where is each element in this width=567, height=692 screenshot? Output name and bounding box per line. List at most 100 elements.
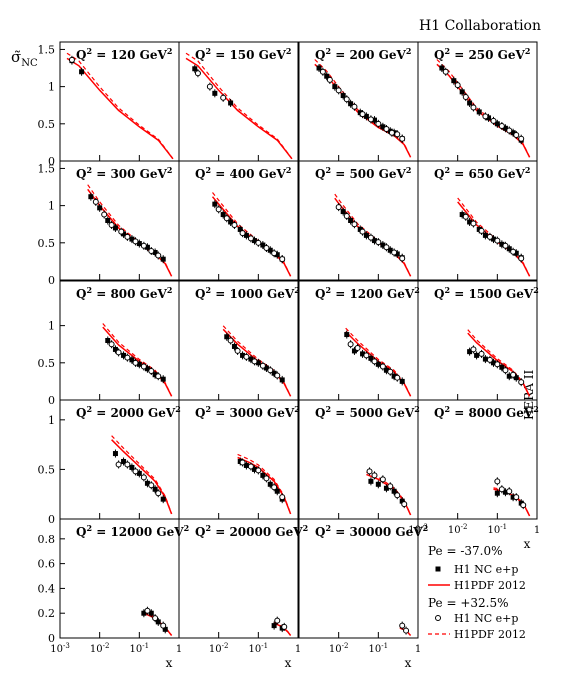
data-point-neg — [371, 117, 377, 123]
data-point-neg — [112, 346, 118, 352]
data-point-pos — [343, 213, 350, 220]
data-point-pos — [379, 476, 386, 483]
x-tick-label: 1 — [176, 644, 182, 655]
data-point-pos — [478, 227, 485, 234]
fit-curve-dashed — [87, 184, 173, 277]
data-point-pos — [148, 482, 155, 489]
data-point-neg — [121, 231, 127, 237]
data-point-neg — [375, 481, 381, 487]
data-point-neg — [513, 375, 519, 381]
data-point-neg — [155, 619, 161, 625]
data-point-neg — [348, 218, 354, 223]
legend-title-pos: Pe = +32.5% — [428, 596, 509, 610]
data-point-neg — [192, 66, 198, 72]
data-point-pos — [399, 135, 406, 142]
panel-frame — [178, 518, 299, 639]
data-point-neg — [467, 219, 473, 225]
data-point-pos — [486, 356, 493, 363]
panel-label: Q2 = 650 GeV2 — [434, 165, 530, 181]
data-point-neg — [482, 356, 488, 362]
panel-label: Q2 = 12000 GeV2 — [76, 523, 189, 539]
data-point-pos — [347, 341, 354, 348]
panel-label: Q2 = 20000 GeV2 — [195, 523, 308, 539]
data-point-pos — [115, 349, 122, 356]
data-point-neg — [332, 84, 338, 90]
data-point-neg — [371, 238, 377, 244]
data-point-neg — [105, 218, 111, 223]
data-point-pos — [387, 483, 394, 490]
data-point-pos — [482, 113, 489, 120]
data-point-pos — [359, 111, 366, 118]
x-tick-label: 10-1 — [488, 523, 508, 536]
data-point-pos — [155, 490, 162, 497]
data-point-neg — [363, 113, 369, 119]
data-point-neg — [212, 90, 218, 96]
panel-label: Q2 = 200 GeV2 — [315, 46, 411, 62]
data-point-pos — [274, 617, 281, 624]
data-point-neg — [490, 236, 496, 242]
data-point-pos — [281, 623, 288, 630]
data-point-neg — [340, 93, 346, 99]
data-point-neg — [474, 352, 480, 358]
fit-curve-dashed — [366, 471, 412, 516]
data-point-neg — [486, 115, 492, 121]
collaboration-label: H1 Collaboration — [419, 18, 541, 34]
data-point-pos — [359, 228, 366, 235]
data-point-pos — [247, 235, 254, 242]
data-point-neg — [160, 256, 166, 262]
data-point-pos — [271, 484, 278, 491]
data-point-neg — [112, 225, 118, 231]
fit-curve-dashed — [334, 193, 412, 277]
data-point-pos — [351, 103, 358, 110]
data-point-pos — [152, 615, 159, 622]
y-tick-label: 1.5 — [38, 162, 56, 175]
panel-label: Q2 = 2000 GeV2 — [76, 404, 181, 420]
data-point-pos — [470, 346, 477, 353]
fit-curve-dashed — [467, 329, 531, 397]
fit-curve-dashed — [185, 52, 293, 160]
data-point-neg — [344, 332, 350, 338]
data-point-pos — [371, 472, 378, 479]
data-point-pos — [140, 242, 147, 249]
data-point-pos — [124, 233, 131, 240]
y-axis-symbol: σ̃ — [11, 48, 22, 66]
data-point-neg — [136, 361, 142, 367]
panel-label: Q2 = 1200 GeV2 — [315, 285, 420, 301]
data-point-neg — [459, 89, 465, 95]
x-tick-label: 10-1 — [249, 642, 269, 655]
data-point-neg — [228, 100, 234, 106]
data-point-pos — [124, 354, 131, 361]
data-point-pos — [513, 494, 520, 501]
data-point-neg — [510, 130, 516, 136]
data-point-neg — [248, 356, 254, 362]
data-point-neg — [482, 232, 488, 238]
data-point-pos — [108, 221, 115, 228]
y-tick-label: 0 — [48, 513, 55, 526]
data-point-pos — [206, 83, 213, 90]
data-point-pos — [231, 221, 238, 228]
panel-label: Q2 = 1500 GeV2 — [434, 285, 539, 301]
panel-label: Q2 = 500 GeV2 — [315, 165, 411, 181]
data-point-pos — [155, 252, 162, 259]
panel-label: Q2 = 800 GeV2 — [76, 285, 172, 301]
panel-frame — [417, 399, 538, 520]
y-axis-subscript: NC — [21, 58, 38, 69]
panel-label: Q2 = 120 GeV2 — [76, 46, 172, 62]
data-point-neg — [267, 247, 273, 253]
panel-label: Q2 = 400 GeV2 — [195, 165, 291, 181]
legend-fit-neg: H1PDF 2012 — [454, 579, 526, 592]
y-tick-label: 0.4 — [38, 582, 56, 595]
data-point-neg — [243, 232, 249, 238]
data-point-pos — [490, 117, 497, 124]
data-point-neg — [380, 124, 386, 130]
y-tick-label: 1 — [48, 200, 55, 213]
data-point-neg — [513, 250, 519, 256]
fit-curve — [436, 63, 531, 158]
data-point-neg — [476, 109, 482, 115]
data-point-neg — [141, 610, 147, 616]
data-point-pos — [518, 255, 525, 262]
data-point-pos — [371, 358, 378, 365]
data-point-pos — [263, 475, 270, 482]
data-point-neg — [387, 247, 393, 253]
data-point-neg — [494, 121, 500, 127]
